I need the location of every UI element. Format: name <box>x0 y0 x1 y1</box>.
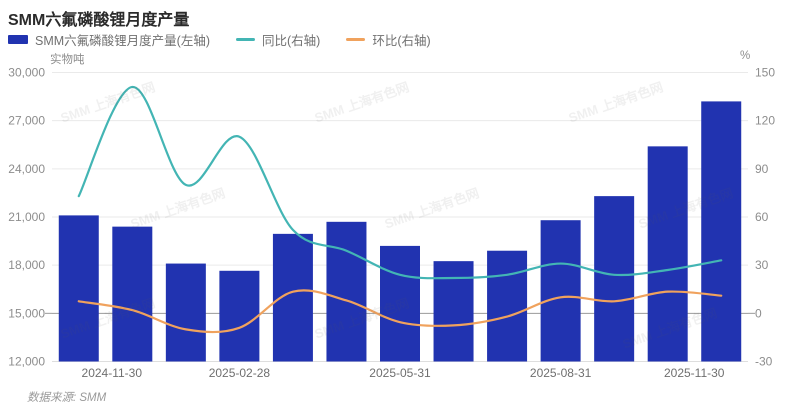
legend: SMM六氟磷酸锂月度产量(左轴) 同比(右轴) 环比(右轴) <box>8 30 431 49</box>
yoy-line <box>77 85 723 280</box>
legend-label-yoy: 同比(右轴) <box>262 34 321 48</box>
legend-item-mom[interactable]: 环比(右轴) <box>346 30 431 49</box>
x-axis-tick-label: 2025-05-31 <box>369 366 431 380</box>
production-bar[interactable] <box>380 245 420 362</box>
right-axis-tick-label: 150 <box>755 66 775 80</box>
mom-line <box>77 289 723 334</box>
production-bar[interactable] <box>165 263 206 362</box>
left-axis-tick-label: 15,000 <box>8 306 45 320</box>
chart-title: SMM六氟磷酸锂月度产量 <box>8 12 190 29</box>
right-axis-tick-label: 120 <box>755 114 775 128</box>
production-bar[interactable] <box>112 226 153 362</box>
right-axis-tick-label: 60 <box>755 210 769 224</box>
x-axis-tick-label: 2025-11-30 <box>664 366 725 380</box>
right-axis-unit: % <box>740 50 751 62</box>
left-axis-tick-label: 12,000 <box>8 355 45 369</box>
x-axis-tick-label: 2025-08-31 <box>530 366 592 380</box>
right-axis-tick-label: 0 <box>755 306 762 320</box>
production-bar[interactable] <box>487 250 528 362</box>
left-axis-tick-label: 30,000 <box>8 66 45 80</box>
data-source-note: 数据来源: SMM <box>27 392 107 404</box>
right-axis-tick-label: 30 <box>755 258 769 272</box>
production-bar[interactable] <box>594 196 635 362</box>
legend-label-production: SMM六氟磷酸锂月度产量(左轴) <box>35 34 210 48</box>
production-bar[interactable] <box>433 261 474 362</box>
mom-line-swatch <box>346 38 366 41</box>
production-bar[interactable] <box>647 146 688 362</box>
bar-series-swatch <box>8 35 28 44</box>
left-axis-tick-label: 24,000 <box>8 162 45 176</box>
yoy-line-swatch <box>236 38 255 41</box>
right-axis-tick-label: -30 <box>755 355 773 369</box>
production-bar[interactable] <box>58 215 99 362</box>
left-axis-tick-label: 27,000 <box>8 114 45 128</box>
x-axis-tick-label: 2024-11-30 <box>82 366 143 380</box>
production-bar[interactable] <box>219 270 260 362</box>
x-axis-tick-label: 2025-02-28 <box>209 366 271 380</box>
production-bar[interactable] <box>326 221 367 362</box>
legend-item-production[interactable]: SMM六氟磷酸锂月度产量(左轴) <box>8 30 210 49</box>
legend-label-mom: 环比(右轴) <box>372 34 431 48</box>
left-axis-tick-label: 18,000 <box>8 258 45 272</box>
left-axis-unit: 实物吨 <box>50 54 85 66</box>
production-bar[interactable] <box>540 220 581 362</box>
left-axis-tick-label: 21,000 <box>8 210 45 224</box>
right-axis-tick-label: 90 <box>755 162 769 176</box>
legend-item-yoy[interactable]: 同比(右轴) <box>236 30 320 49</box>
production-bar[interactable] <box>701 101 742 362</box>
